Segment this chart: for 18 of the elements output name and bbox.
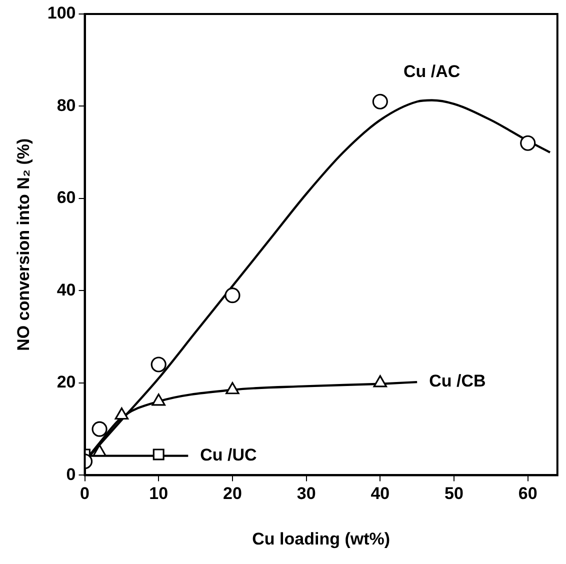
x-tick-label: 50 <box>444 484 464 504</box>
x-tick-label: 40 <box>370 484 390 504</box>
y-tick-label: 60 <box>56 188 76 208</box>
x-tick-label: 0 <box>80 484 90 504</box>
x-tick-label: 10 <box>149 484 168 504</box>
y-tick-label: 40 <box>56 280 76 300</box>
x-tick-label: 60 <box>518 484 538 504</box>
series-label: Cu /CB <box>429 372 486 391</box>
series-label: Cu /AC <box>404 62 460 81</box>
series-label: Cu /UC <box>200 446 257 465</box>
x-tick-label: 30 <box>296 484 316 504</box>
y-tick-label: 0 <box>66 464 76 484</box>
y-tick-label: 80 <box>56 96 76 115</box>
y-tick-label: 20 <box>56 372 76 392</box>
y-axis-title: NO conversion into N₂ (%) <box>14 138 33 351</box>
x-axis-title: Cu loading (wt%) <box>252 529 390 548</box>
y-tick-label: 100 <box>47 4 76 23</box>
x-tick-label: 20 <box>223 484 242 504</box>
